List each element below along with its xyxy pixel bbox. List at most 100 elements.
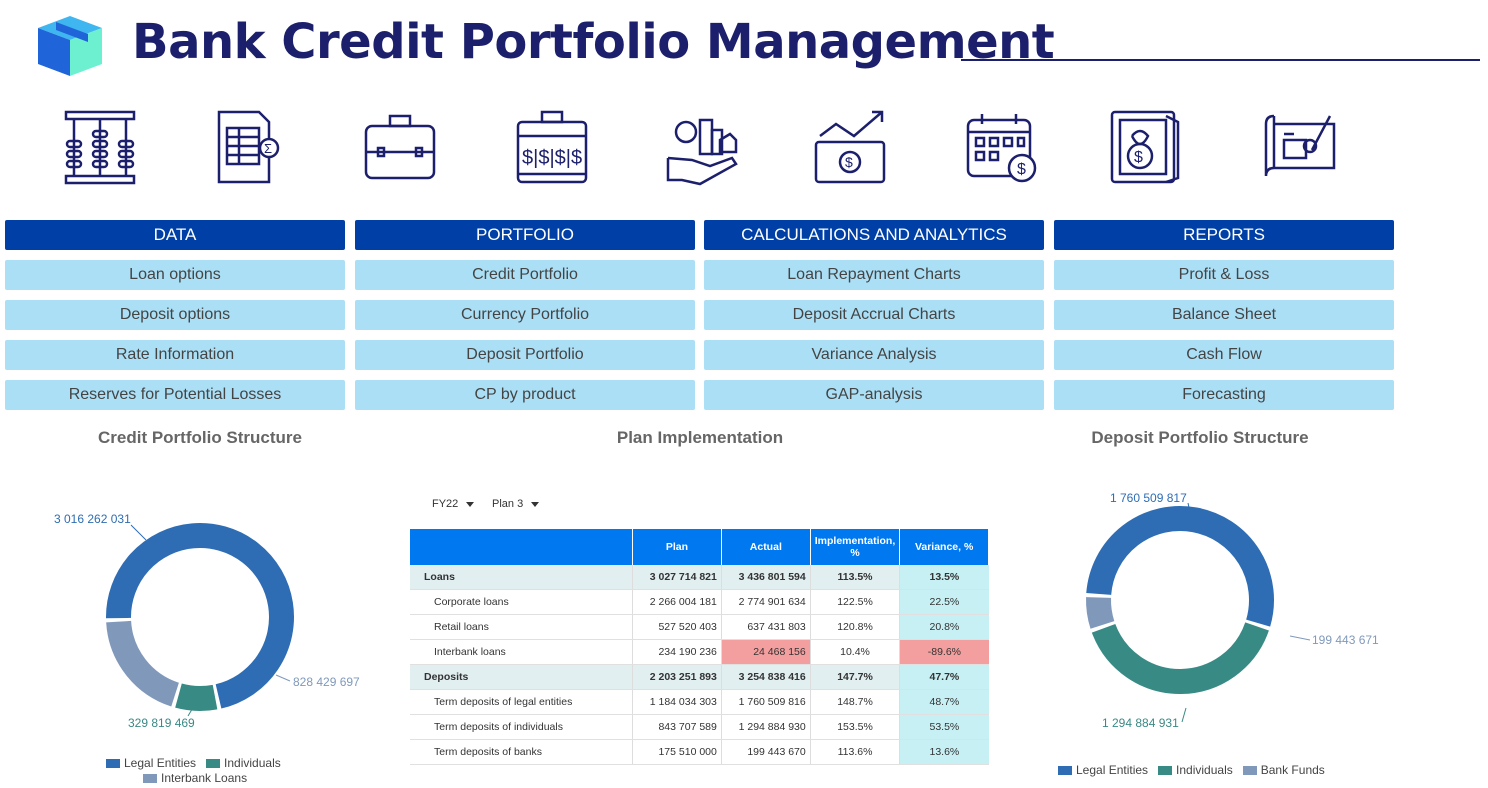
cp-by-product-button[interactable]: CP by product [355, 380, 695, 410]
deposit-legend: Legal Entities Individuals Bank Funds [1058, 763, 1335, 777]
row-actual: 3 254 838 416 [721, 664, 811, 690]
chevron-down-icon [466, 501, 475, 507]
donut-slice-legal-entities [106, 523, 294, 709]
header-label [410, 529, 633, 565]
donut-slice-bank-funds [1086, 597, 1115, 629]
profit-loss-button[interactable]: Profit & Loss [1054, 260, 1394, 290]
row-var: 48.7% [899, 689, 989, 715]
row-plan: 234 190 236 [632, 639, 722, 665]
row-actual: 199 443 670 [721, 739, 811, 765]
legend-item: Bank Funds [1242, 763, 1325, 777]
credit-portfolio-title: Credit Portfolio Structure [97, 428, 302, 447]
row-var: 53.5% [899, 714, 989, 740]
svg-text:$: $ [1017, 161, 1026, 178]
legend-item: Interbank Loans [143, 771, 247, 785]
row-impl: 120.8% [810, 614, 901, 640]
deposit-portfolio-button[interactable]: Deposit Portfolio [355, 340, 695, 370]
row-impl: 147.7% [810, 664, 901, 690]
plan-implementation-title: Plan Implementation [616, 428, 784, 447]
credit-label-legal: 3 016 262 031 [54, 512, 131, 526]
row-actual: 3 436 801 594 [721, 565, 811, 590]
growth-cash-icon[interactable]: $ [810, 106, 890, 188]
rate-information-button[interactable]: Rate Information [5, 340, 345, 370]
safe-money-icon[interactable]: $ [1106, 106, 1186, 188]
row-actual: 1 760 509 816 [721, 689, 811, 715]
donut-slice-individuals [1091, 622, 1269, 694]
credit-legend-row2: Interbank Loans [143, 771, 257, 785]
header-implementation: Implementation, % [810, 529, 901, 565]
table-row: Interbank loans 234 190 236 24 468 156 10.4… [410, 639, 989, 665]
table-row: Term deposits of legal entities 1 184 034… [410, 689, 989, 715]
table-row: Deposits 2 203 251 893 3 254 838 416 147.7%… [410, 664, 989, 690]
row-impl: 10.4% [810, 639, 901, 665]
deposit-accrual-charts-button[interactable]: Deposit Accrual Charts [704, 300, 1044, 330]
row-label: Retail loans [410, 614, 633, 640]
chevron-down-icon [531, 501, 540, 507]
row-impl: 153.5% [810, 714, 901, 740]
table-row: Term deposits of individuals 843 707 589 1… [410, 714, 989, 740]
reserves-button[interactable]: Reserves for Potential Losses [5, 380, 345, 410]
legend-item: Individuals [206, 756, 281, 770]
table-row: Retail loans 527 520 403 637 431 803 120.8%… [410, 614, 989, 640]
investment-hand-icon[interactable] [662, 106, 742, 188]
row-label: Deposits [410, 664, 633, 690]
legend-item: Legal Entities [106, 756, 196, 770]
credit-label-interbank: 828 429 697 [293, 675, 360, 689]
year-filter-dropdown[interactable]: FY22 [432, 498, 475, 510]
header-actual: Actual [721, 529, 811, 565]
money-case-icon[interactable]: $|$|$|$ [512, 106, 592, 188]
row-plan: 175 510 000 [632, 739, 722, 765]
currency-portfolio-button[interactable]: Currency Portfolio [355, 300, 695, 330]
deposit-label-individuals: 1 294 884 931 [1102, 716, 1179, 730]
row-var: 47.7% [899, 664, 989, 690]
briefcase-icon[interactable] [360, 106, 440, 188]
logo-cube-icon [34, 10, 106, 78]
row-label: Term deposits of legal entities [410, 689, 633, 715]
row-actual: 1 294 884 930 [721, 714, 811, 740]
donut-slice-legal-entities [1086, 506, 1274, 627]
svg-text:$|$|$|$: $|$|$|$ [522, 147, 582, 169]
row-actual: 2 774 901 634 [721, 589, 811, 615]
row-label: Term deposits of individuals [410, 714, 633, 740]
gap-analysis-button[interactable]: GAP-analysis [704, 380, 1044, 410]
row-label: Term deposits of banks [410, 739, 633, 765]
row-impl: 122.5% [810, 589, 901, 615]
credit-label-individuals: 329 819 469 [128, 716, 195, 730]
variance-analysis-button[interactable]: Variance Analysis [704, 340, 1044, 370]
plan-filter-dropdown[interactable]: Plan 3 [492, 498, 540, 510]
row-var: 13.5% [899, 565, 989, 590]
header-plan: Plan [632, 529, 722, 565]
forecasting-button[interactable]: Forecasting [1054, 380, 1394, 410]
header-variance: Variance, % [899, 529, 989, 565]
calendar-dollar-icon[interactable]: $ [962, 106, 1042, 188]
credit-portfolio-donut-chart [106, 523, 294, 711]
row-var: 22.5% [899, 589, 989, 615]
loan-options-button[interactable]: Loan options [5, 260, 345, 290]
donut-slice-interbank-loans [106, 620, 180, 707]
row-plan: 843 707 589 [632, 714, 722, 740]
deposit-options-button[interactable]: Deposit options [5, 300, 345, 330]
abacus-icon[interactable] [60, 106, 140, 188]
spreadsheet-sum-icon[interactable]: Σ [207, 106, 287, 188]
loan-repayment-charts-button[interactable]: Loan Repayment Charts [704, 260, 1044, 290]
blueprint-plan-icon[interactable] [1260, 106, 1340, 188]
credit-portfolio-button[interactable]: Credit Portfolio [355, 260, 695, 290]
row-plan: 2 266 004 181 [632, 589, 722, 615]
cash-flow-button[interactable]: Cash Flow [1054, 340, 1394, 370]
deposit-portfolio-donut-chart [1086, 506, 1274, 694]
row-plan: 3 027 714 821 [632, 565, 722, 590]
row-label: Loans [410, 565, 633, 590]
row-impl: 148.7% [810, 689, 901, 715]
donut-slice-individuals [175, 683, 218, 711]
row-label: Corporate loans [410, 589, 633, 615]
menu-heading-portfolio: PORTFOLIO [355, 220, 695, 250]
row-actual: 637 431 803 [721, 614, 811, 640]
legend-item: Legal Entities [1058, 763, 1148, 777]
balance-sheet-button[interactable]: Balance Sheet [1054, 300, 1394, 330]
row-impl: 113.6% [810, 739, 901, 765]
svg-text:$: $ [845, 154, 853, 170]
plan-implementation-table: Plan Actual Implementation, % Variance, … [410, 529, 989, 765]
deposit-label-bank: 199 443 671 [1312, 633, 1379, 647]
menu-heading-calculations: CALCULATIONS AND ANALYTICS [704, 220, 1044, 250]
menu-heading-reports: REPORTS [1054, 220, 1394, 250]
